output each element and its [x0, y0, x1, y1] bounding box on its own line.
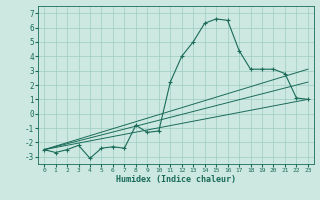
- X-axis label: Humidex (Indice chaleur): Humidex (Indice chaleur): [116, 175, 236, 184]
